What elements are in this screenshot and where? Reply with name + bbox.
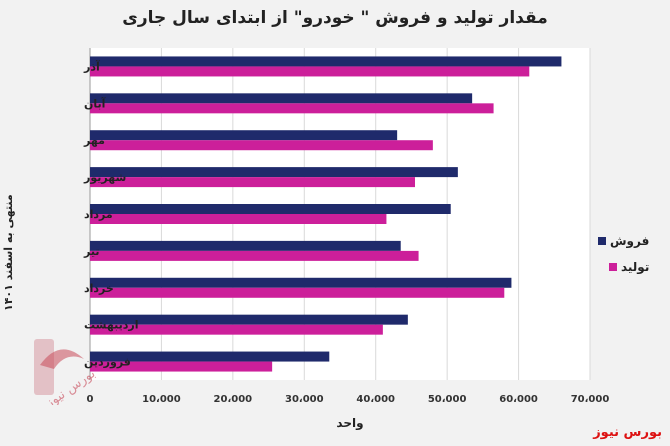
bar-sales	[90, 351, 330, 362]
bar-sales	[90, 130, 398, 141]
y-tick-label: مرداد	[84, 208, 113, 221]
legend: فروش تولید	[598, 228, 649, 280]
bar-production	[90, 177, 415, 188]
x-axis-label: واحد	[336, 416, 364, 430]
x-tick-label: 50،000	[428, 394, 467, 405]
legend-item-sales: فروش	[598, 228, 649, 254]
y-tick-label: آذر	[83, 59, 100, 73]
bar-production	[90, 361, 273, 372]
y-tick-label: فروردین	[84, 356, 131, 369]
bar-production	[90, 103, 494, 114]
bar-sales	[90, 167, 458, 178]
x-tick-label: 70،000	[571, 394, 610, 405]
bar-sales	[90, 240, 401, 251]
x-tick-label: 60،000	[499, 394, 538, 405]
x-tick-label: 20،000	[214, 394, 253, 405]
bar-sales	[90, 204, 451, 214]
legend-swatch-production	[608, 263, 617, 271]
chart-title: مقدار تولید و فروش " خودرو" از ابتدای سا…	[122, 8, 548, 28]
bar-production	[90, 324, 383, 335]
bar-sales	[90, 314, 408, 325]
brand-label: بورس نیوز	[593, 425, 662, 440]
legend-label-sales: فروش	[610, 234, 650, 248]
y-tick-label: اردیبهشت	[84, 319, 138, 332]
x-tick-label: 0	[87, 394, 94, 405]
watermark-logo: بورس نیوز	[34, 339, 98, 405]
bar-production	[90, 140, 433, 151]
y-tick-label: شهریور	[83, 171, 126, 184]
y-tick-label: تیر	[83, 245, 99, 258]
x-tick-label: 30،000	[285, 394, 324, 405]
y-tick-label: خرداد	[84, 282, 114, 295]
legend-item-production: تولید	[598, 254, 649, 280]
y-tick-label: آبان	[84, 96, 106, 110]
bar-sales	[90, 56, 562, 67]
x-tick-label: 40،000	[356, 394, 395, 405]
legend-label-production: تولید	[620, 260, 650, 274]
bar-production	[90, 214, 387, 224]
legend-swatch-sales	[598, 237, 606, 245]
x-tick-label: 10،000	[142, 394, 181, 405]
bar-production	[90, 287, 505, 298]
bar-sales	[90, 277, 512, 288]
bar-sales	[90, 93, 473, 104]
y-tick-label: مهر	[83, 134, 105, 147]
bar-production	[90, 66, 530, 77]
bar-production	[90, 250, 419, 261]
